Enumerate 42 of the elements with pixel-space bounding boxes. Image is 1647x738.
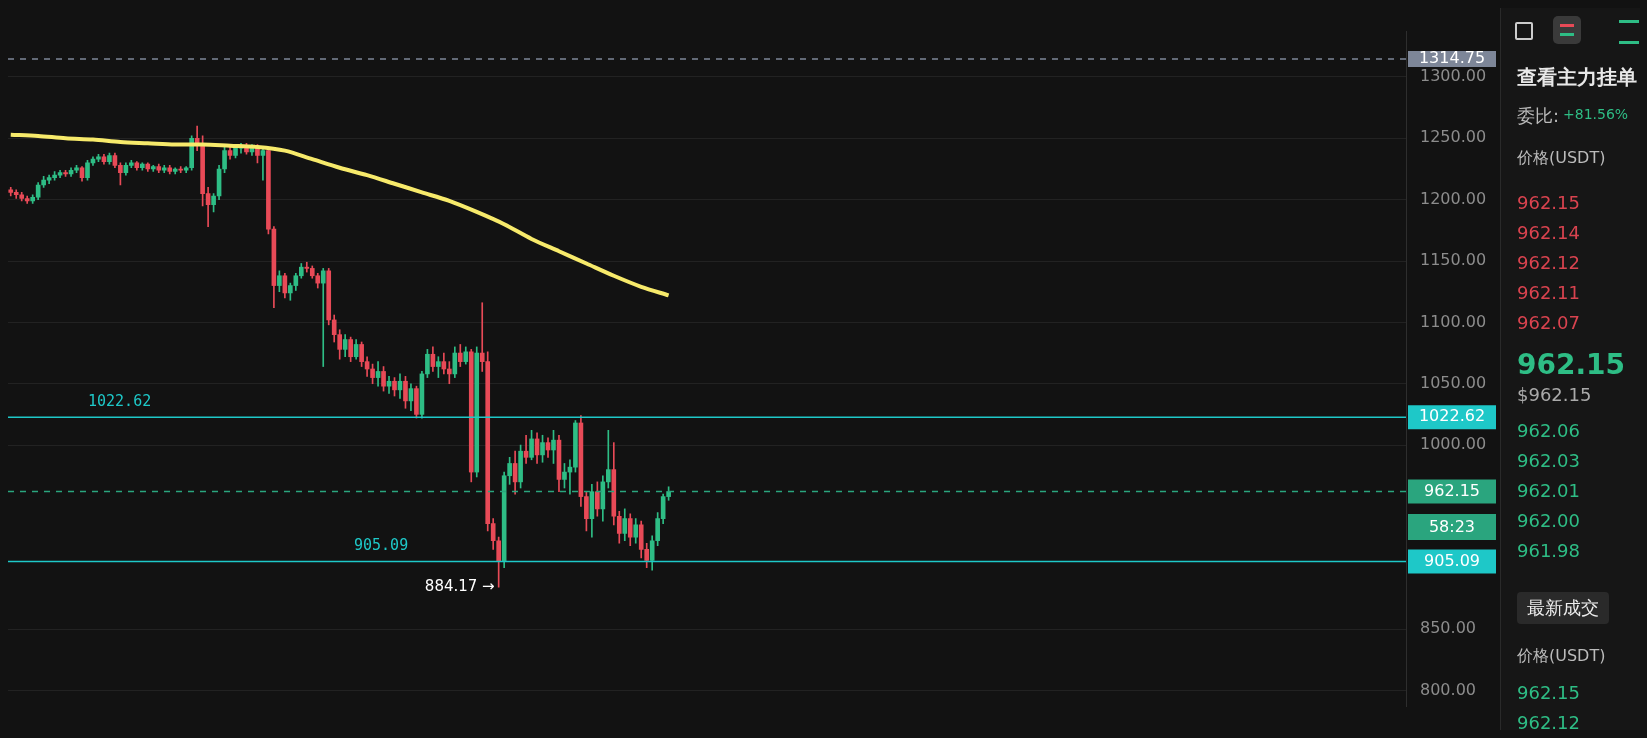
y-tick-label: 1000.00 <box>1420 434 1487 454</box>
text: 962.15 <box>1517 192 1580 213</box>
y-tick-label: 800.00 <box>1420 679 1476 699</box>
text: 905.09 <box>1424 550 1480 570</box>
text: 委比: <box>1517 104 1560 128</box>
text: 962.12 <box>1517 252 1580 273</box>
text: 58:23 <box>1408 514 1496 541</box>
text: 962.06 <box>1517 420 1580 441</box>
text: +81.56% <box>1563 106 1629 122</box>
y-tick-label: 1200.00 <box>1420 188 1487 208</box>
y-tick-label: 1250.00 <box>1420 127 1487 147</box>
text: 962.14 <box>1517 222 1580 243</box>
ref-line-label: 1022.62 <box>88 391 152 410</box>
text: 962.15 <box>1517 682 1580 703</box>
text: 查看主力挂单 <box>1517 64 1637 91</box>
candlestick <box>605 430 611 489</box>
text: 962.00 <box>1517 510 1580 531</box>
text: 价格(USDT) <box>1517 148 1606 169</box>
text: $962.15 <box>1517 384 1592 405</box>
text: 最新成交 <box>1517 592 1609 624</box>
text: 962.07 <box>1517 312 1580 333</box>
candlestick <box>178 166 184 174</box>
text: 价格(USDT) <box>1517 646 1606 667</box>
text: 961.98 <box>1517 540 1580 561</box>
y-tick-label: 1050.00 <box>1420 372 1487 392</box>
text: 1022.62 <box>1418 406 1486 426</box>
text: 962.15 <box>1517 348 1626 381</box>
ref-line-label: 905.09 <box>354 535 409 554</box>
candlestick <box>447 361 452 385</box>
text: 962.11 <box>1517 282 1580 303</box>
y-tick-label: 1150.00 <box>1420 250 1487 270</box>
candlestick <box>320 268 326 367</box>
ref-line-label: 962.15 <box>1424 480 1480 500</box>
ref-line-label: 1314.75 <box>1418 48 1486 68</box>
text: 962.01 <box>1517 480 1580 501</box>
line-series <box>8 132 671 298</box>
y-tick-label: 1300.00 <box>1420 66 1487 86</box>
text: 962.03 <box>1517 450 1580 471</box>
y-tick-label: 1100.00 <box>1420 311 1487 331</box>
y-tick-label: 850.00 <box>1420 618 1476 638</box>
annotation: 884.17 → <box>424 577 495 596</box>
text: 962.12 <box>1517 712 1580 732</box>
